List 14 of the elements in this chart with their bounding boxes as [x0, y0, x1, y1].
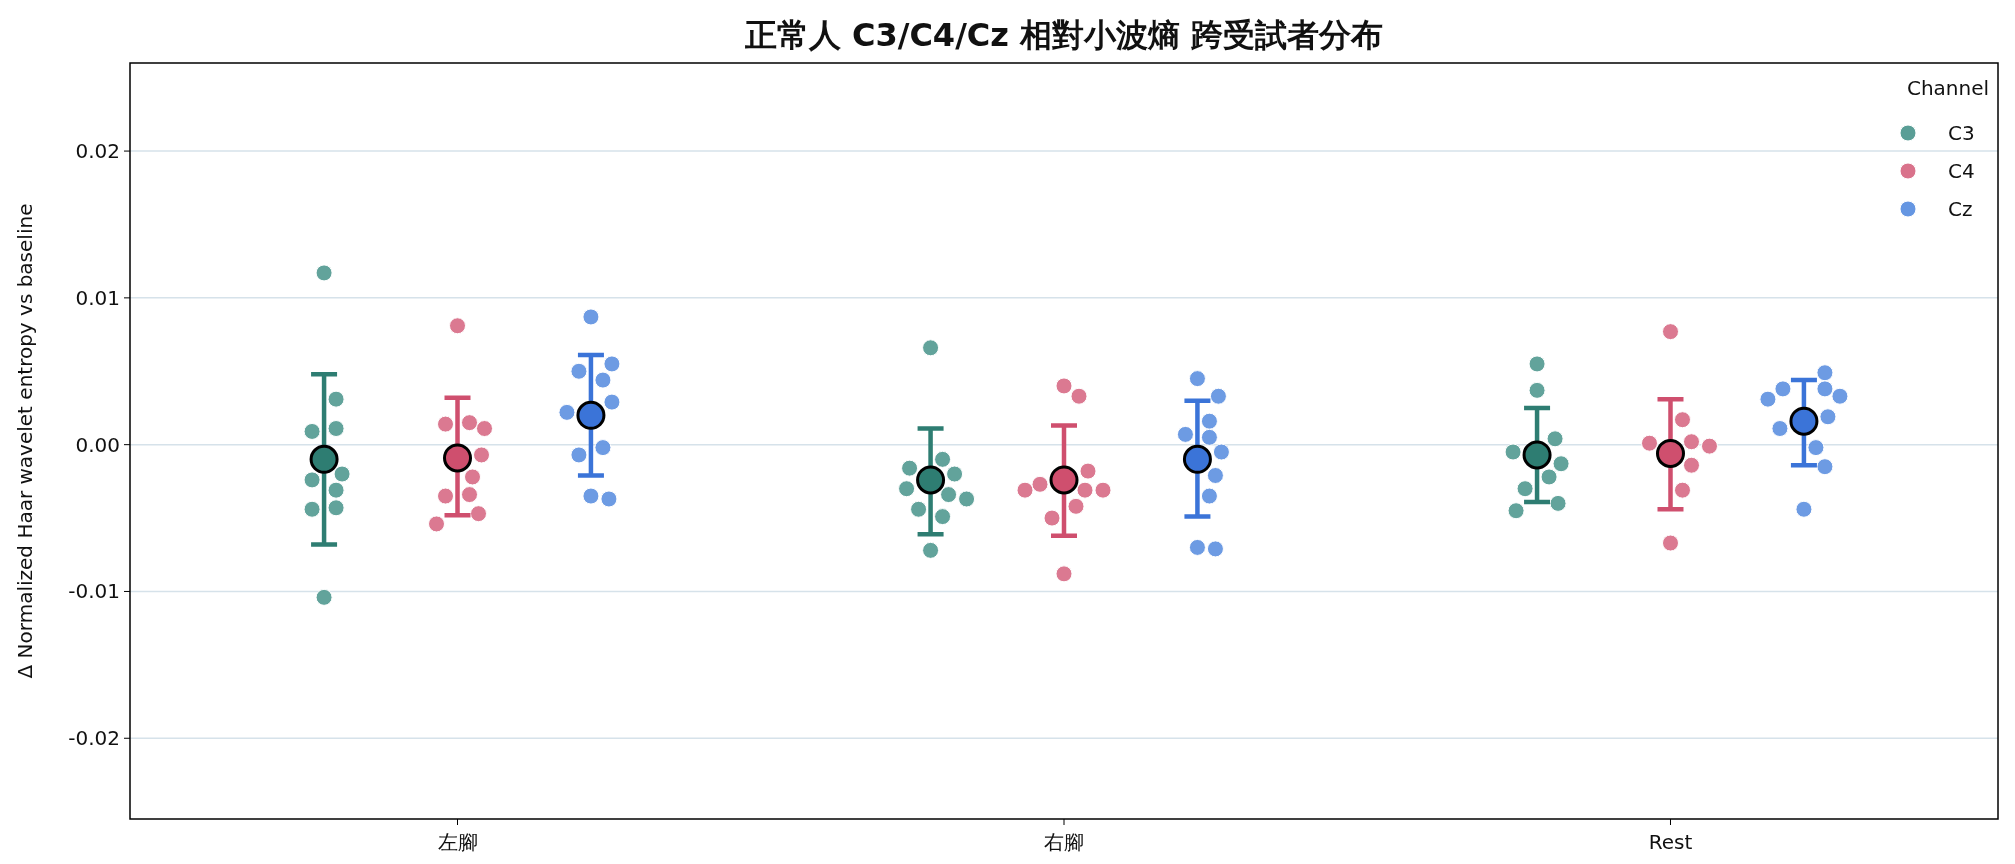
x-tick-label: 左腳: [437, 830, 478, 854]
x-tick-label: 右腳: [1044, 830, 1084, 854]
y-axis-title: Δ Normalized Haar wavelet entropy vs baseline: [13, 203, 37, 679]
legend-label: Cz: [1948, 197, 1973, 221]
legend-label: C3: [1948, 121, 1975, 145]
y-tick-label: 0.02: [75, 139, 120, 164]
y-tick-label: 0.00: [75, 432, 120, 457]
y-tick-label: -0.01: [68, 579, 120, 604]
legend-label: C4: [1948, 159, 1975, 183]
y-tick-label: 0.01: [75, 285, 120, 310]
legend-title: Channel: [1906, 76, 1990, 100]
y-tick-label: -0.02: [68, 726, 120, 751]
x-tick-label: Rest: [1648, 830, 1693, 854]
chart-title: 正常人 C3/C4/Cz 相對小波熵 跨受試者分布: [743, 16, 1384, 54]
